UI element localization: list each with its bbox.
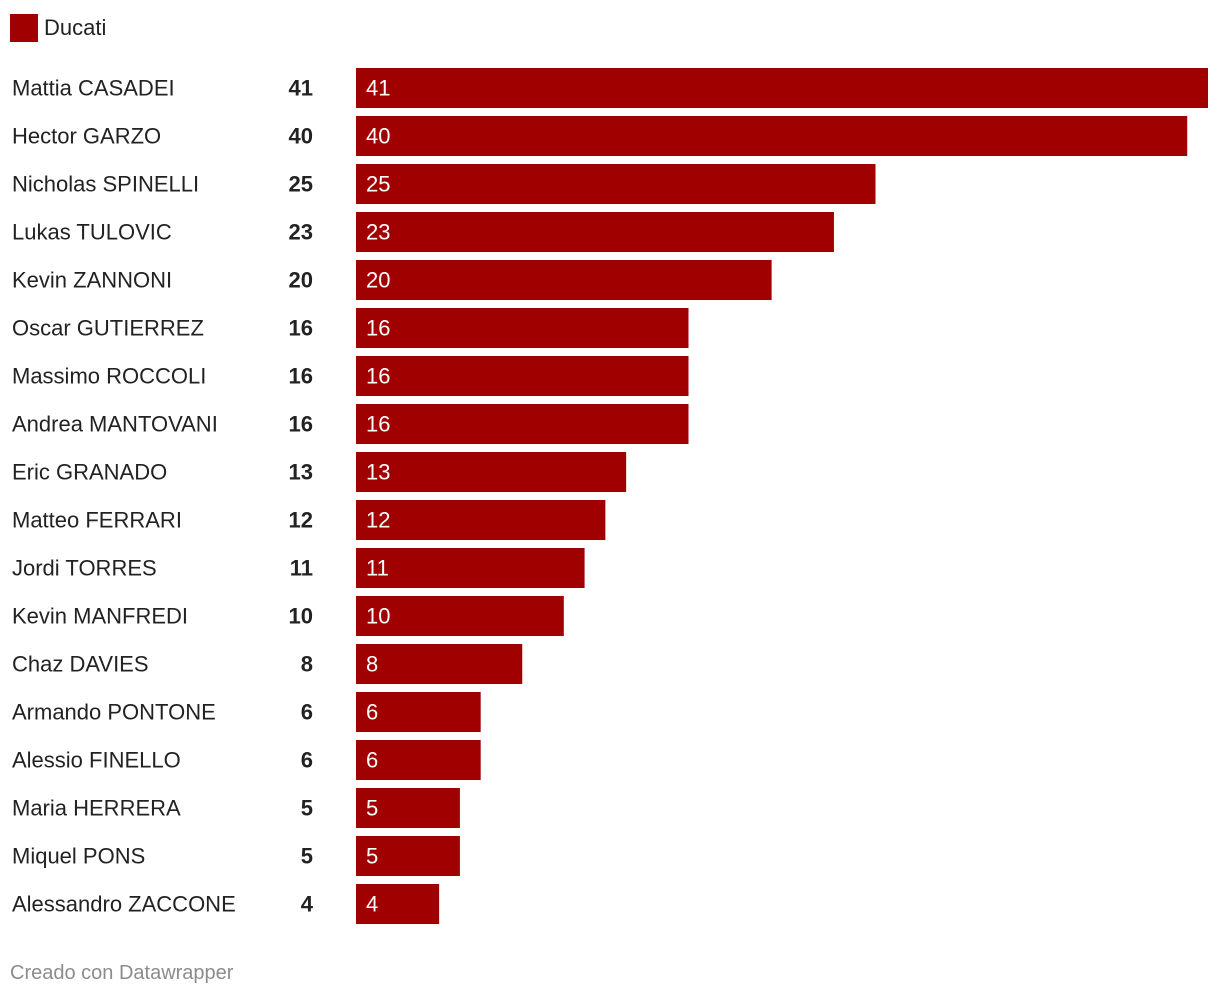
legend-swatch — [10, 14, 38, 42]
bar-data-label: 25 — [366, 172, 390, 197]
value-label: 8 — [301, 652, 313, 677]
bar-data-label: 40 — [366, 124, 390, 149]
value-label: 13 — [289, 460, 313, 485]
bar — [356, 740, 481, 780]
bar-row: Eric GRANADO 13 13 — [12, 452, 627, 492]
bar-row: Alessandro ZACCONE 4 4 — [12, 884, 440, 924]
category-label: Kevin MANFREDI — [12, 604, 188, 629]
value-label: 6 — [301, 700, 313, 725]
value-label: 25 — [289, 172, 313, 197]
category-label: Chaz DAVIES — [12, 652, 149, 677]
bar-data-label: 11 — [366, 556, 389, 581]
bar — [356, 596, 564, 636]
chart-legend: Ducati — [10, 13, 106, 43]
bar — [356, 164, 876, 204]
bar-data-label: 16 — [366, 412, 390, 437]
category-label: Nicholas SPINELLI — [12, 172, 199, 197]
bar-row: Miquel PONS 5 5 — [12, 836, 460, 876]
bar-row: Matteo FERRARI 12 12 — [12, 500, 606, 540]
value-label: 5 — [301, 844, 313, 869]
footer-credit: Creado con Datawrapper — [10, 962, 234, 984]
bar — [356, 116, 1188, 156]
bar — [356, 548, 585, 588]
category-label: Alessio FINELLO — [12, 748, 181, 773]
bar-row: Andrea MANTOVANI 16 16 — [12, 404, 689, 444]
value-label: 41 — [289, 76, 313, 101]
value-label: 40 — [289, 124, 313, 149]
bar-data-label: 10 — [366, 604, 390, 629]
bar — [356, 836, 460, 876]
bar-data-label: 8 — [366, 652, 378, 677]
bar — [356, 452, 627, 492]
bar-data-label: 5 — [366, 844, 378, 869]
category-label: Armando PONTONE — [12, 700, 216, 725]
bar — [356, 788, 460, 828]
bar-chart: Mattia CASADEI 41 41 Hector GARZO 40 40 Nichol… — [12, 68, 1208, 924]
category-label: Massimo ROCCOLI — [12, 364, 206, 389]
bar-row: Mattia CASADEI 41 41 — [12, 68, 1208, 108]
bar — [356, 356, 689, 396]
category-label: Eric GRANADO — [12, 460, 167, 485]
bar-row: Chaz DAVIES 8 8 — [12, 644, 523, 684]
bar-data-label: 20 — [366, 268, 390, 293]
value-label: 5 — [301, 796, 313, 821]
bar — [356, 68, 1208, 108]
bar — [356, 692, 481, 732]
value-label: 11 — [290, 556, 313, 581]
category-label: Hector GARZO — [12, 124, 161, 149]
bar-row: Hector GARZO 40 40 — [12, 116, 1188, 156]
category-label: Kevin ZANNONI — [12, 268, 172, 293]
value-label: 23 — [289, 220, 313, 245]
category-label: Matteo FERRARI — [12, 508, 182, 533]
bar — [356, 884, 440, 924]
bar-data-label: 5 — [366, 796, 378, 821]
bar-row: Armando PONTONE 6 6 — [12, 692, 481, 732]
bar-data-label: 13 — [366, 460, 390, 485]
category-label: Maria HERRERA — [12, 796, 181, 821]
value-label: 20 — [289, 268, 313, 293]
category-label: Alessandro ZACCONE — [12, 892, 236, 917]
bar-row: Massimo ROCCOLI 16 16 — [12, 356, 689, 396]
bar-row: Jordi TORRES 11 11 — [12, 548, 585, 588]
bar-data-label: 6 — [366, 748, 378, 773]
legend-label: Ducati — [44, 15, 107, 40]
bar-row: Lukas TULOVIC 23 23 — [12, 212, 834, 252]
bar-data-label: 4 — [366, 892, 378, 917]
value-label: 16 — [289, 412, 313, 437]
bar-row: Oscar GUTIERREZ 16 16 — [12, 308, 689, 348]
bar-row: Maria HERRERA 5 5 — [12, 788, 460, 828]
value-label: 16 — [289, 316, 313, 341]
bar — [356, 260, 772, 300]
value-label: 10 — [289, 604, 313, 629]
category-label: Andrea MANTOVANI — [12, 412, 218, 437]
bar-data-label: 12 — [366, 508, 390, 533]
bar — [356, 500, 606, 540]
bar-row: Kevin MANFREDI 10 10 — [12, 596, 564, 636]
bar-row: Nicholas SPINELLI 25 25 — [12, 164, 876, 204]
value-label: 6 — [301, 748, 313, 773]
bar-row: Kevin ZANNONI 20 20 — [12, 260, 772, 300]
value-label: 4 — [301, 892, 314, 917]
bar-data-label: 6 — [366, 700, 378, 725]
bar-data-label: 23 — [366, 220, 390, 245]
bar — [356, 308, 689, 348]
bar — [356, 404, 689, 444]
category-label: Lukas TULOVIC — [12, 220, 172, 245]
category-label: Jordi TORRES — [12, 556, 157, 581]
bar-row: Alessio FINELLO 6 6 — [12, 740, 481, 780]
value-label: 12 — [289, 508, 313, 533]
value-label: 16 — [289, 364, 313, 389]
bar-data-label: 16 — [366, 316, 390, 341]
category-label: Mattia CASADEI — [12, 76, 175, 101]
bar-data-label: 16 — [366, 364, 390, 389]
bar — [356, 644, 523, 684]
category-label: Miquel PONS — [12, 844, 145, 869]
category-label: Oscar GUTIERREZ — [12, 316, 204, 341]
bar-data-label: 41 — [366, 76, 390, 101]
bar — [356, 212, 834, 252]
